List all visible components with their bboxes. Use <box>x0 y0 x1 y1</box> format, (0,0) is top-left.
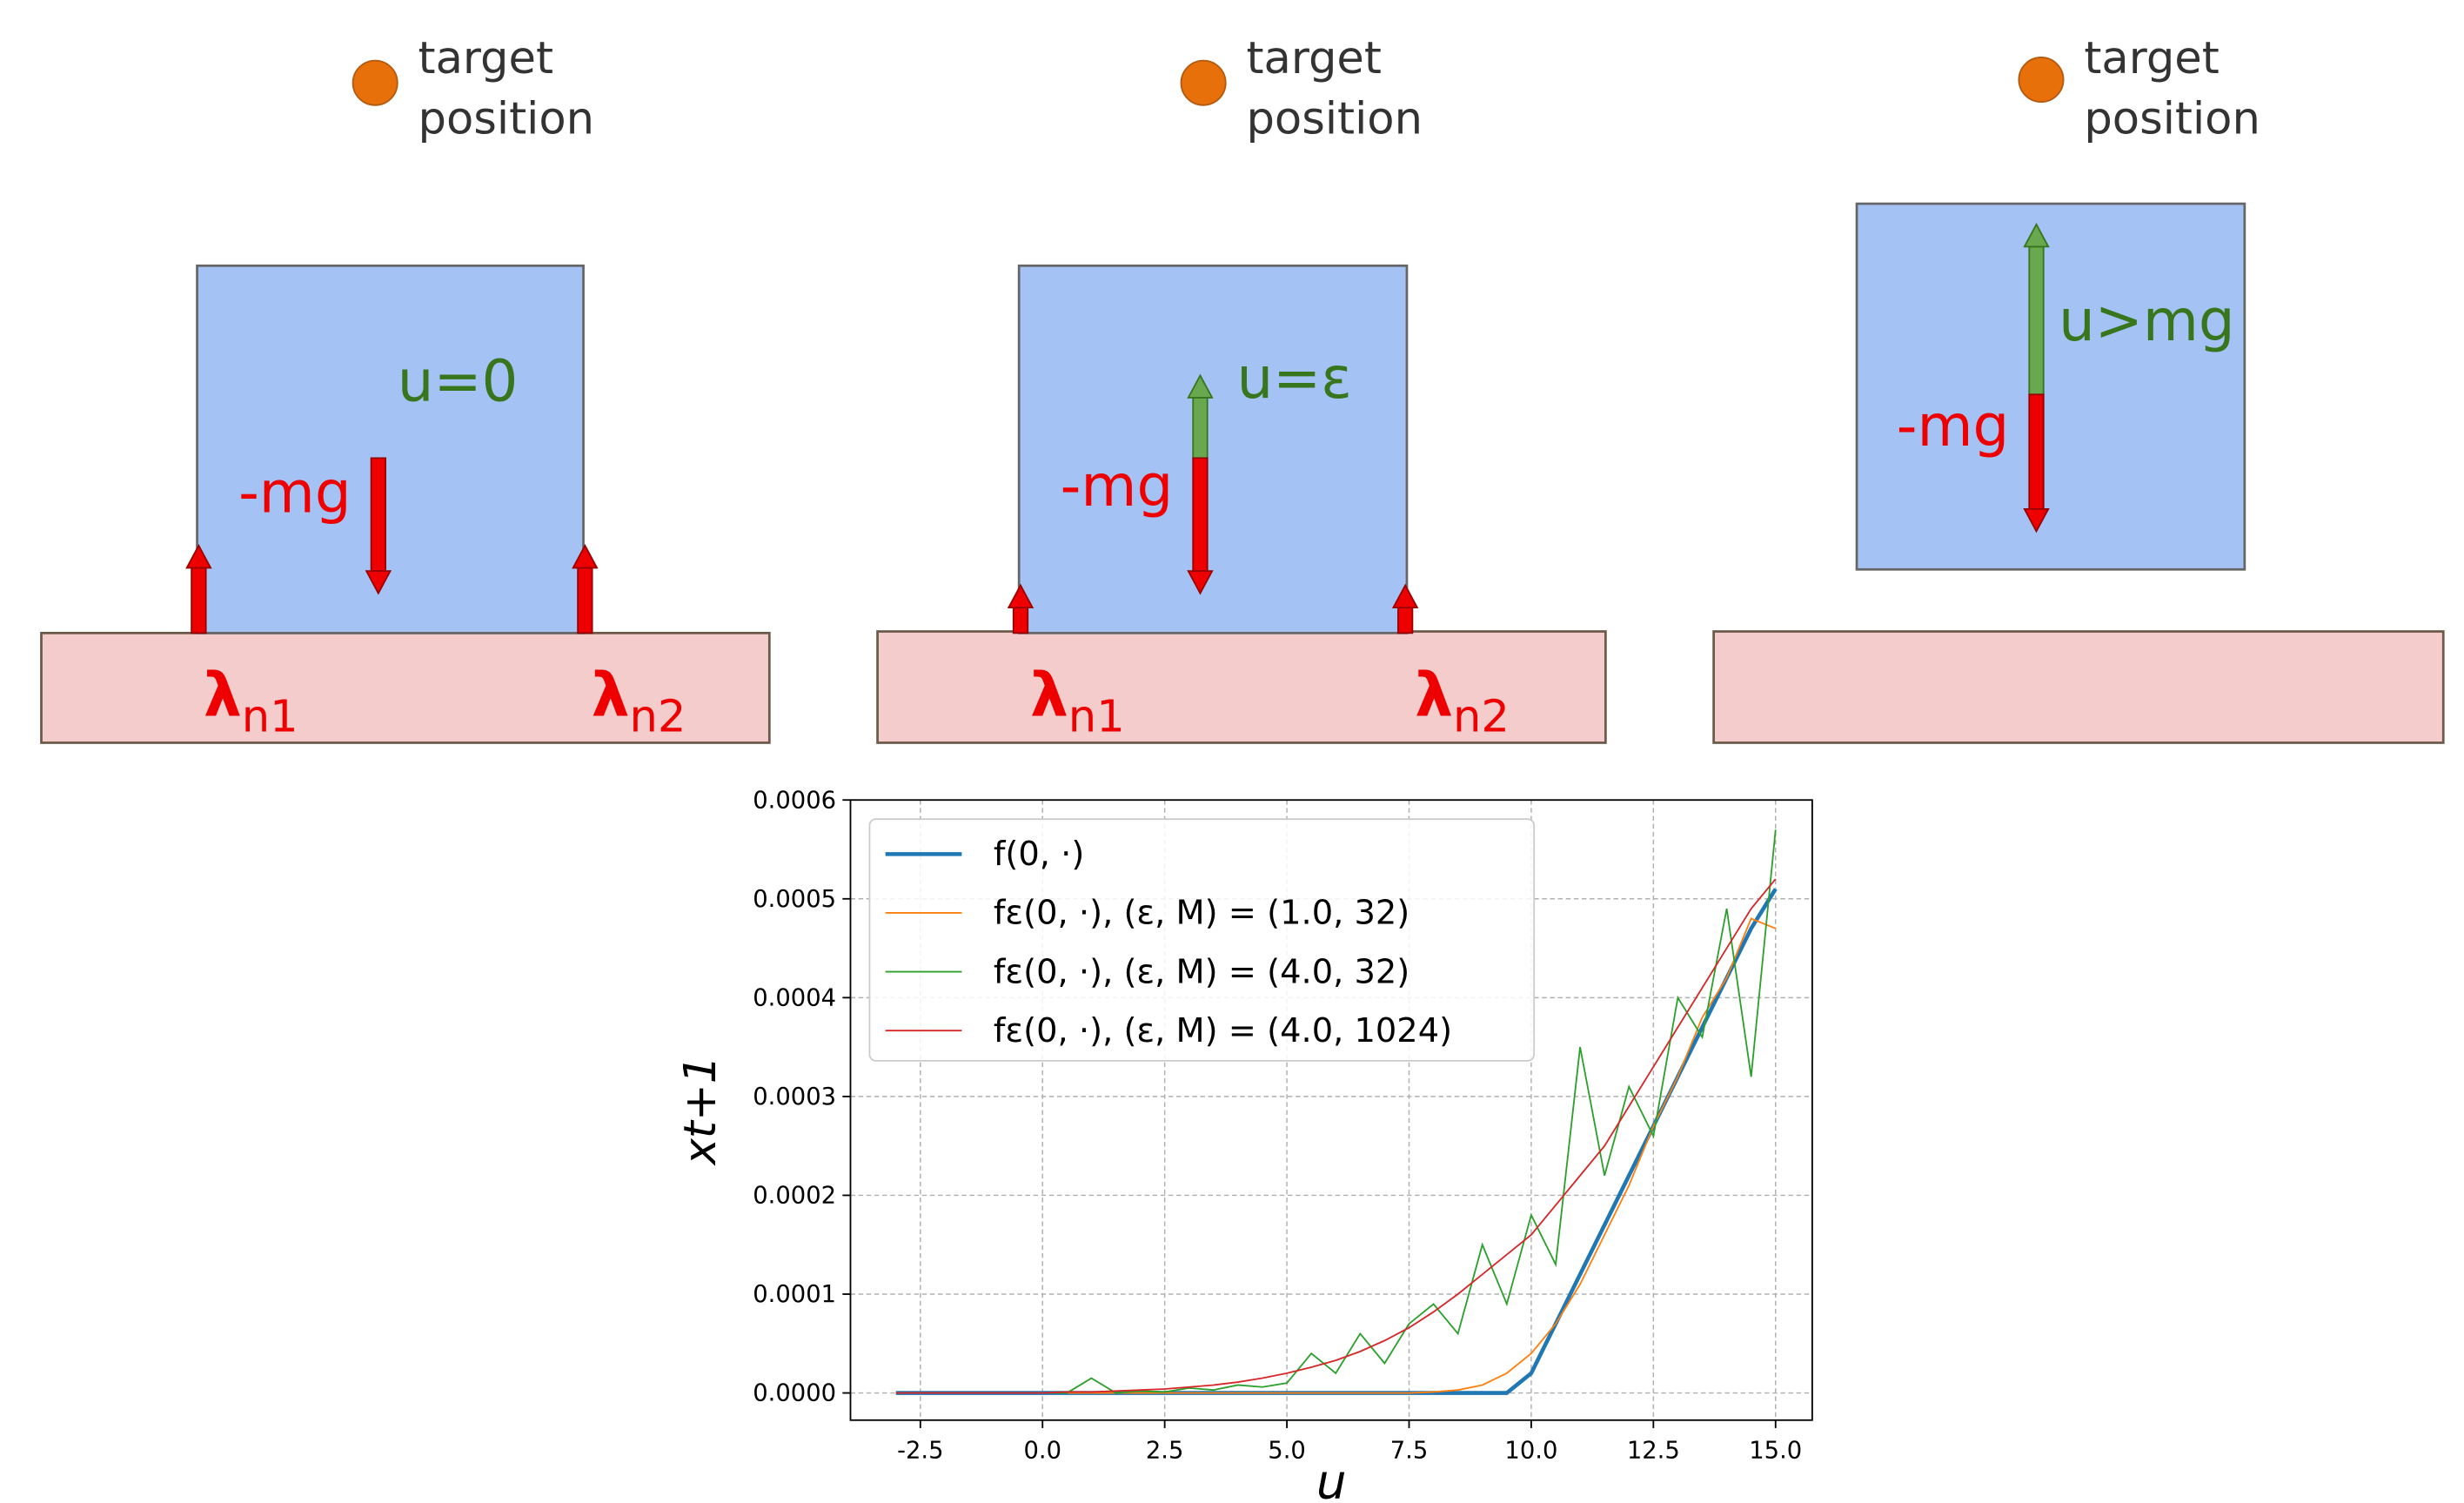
arrow-head <box>185 543 212 569</box>
x-tick-label: 15.0 <box>1749 1438 1802 1465</box>
x-tick-label: -2.5 <box>897 1438 943 1465</box>
arrow <box>1391 583 1419 634</box>
gravity-label: -mg <box>1897 393 2010 460</box>
arrow <box>365 457 392 595</box>
series-line <box>895 878 1777 1394</box>
contact-symbol: λ <box>592 661 630 730</box>
target-label: position <box>418 94 595 145</box>
arrow-shaft <box>2028 245 2045 396</box>
arrow <box>1187 373 1214 460</box>
arrow <box>572 543 599 634</box>
y-tick-label: 0.0005 <box>753 886 836 913</box>
gravity-label: -mg <box>238 460 352 527</box>
target-dot <box>352 59 398 106</box>
arrow-shaft <box>370 457 386 573</box>
contact-subscript: n2 <box>630 692 686 743</box>
force-label: u=0 <box>398 348 519 415</box>
arrow-shaft <box>1192 397 1209 460</box>
y-tick-label: 0.0003 <box>753 1084 836 1110</box>
block <box>1855 202 2246 571</box>
legend-label: fε(0, ·), (ε, M) = (4.0, 32) <box>994 952 1409 991</box>
x-tick-label: 10.0 <box>1504 1438 1557 1465</box>
y-tick-label: 0.0006 <box>753 787 836 814</box>
plot-frame <box>849 799 1813 1421</box>
contact-subscript: n1 <box>1068 692 1125 743</box>
arrow <box>185 543 212 634</box>
arrow-shaft <box>1397 607 1414 634</box>
arrow-head <box>1007 583 1034 609</box>
contact-symbol: λ <box>1415 661 1453 730</box>
target-dot <box>1180 59 1227 106</box>
block <box>1017 264 1409 634</box>
y-tick-label: 0.0001 <box>753 1281 836 1308</box>
x-axis-label: u <box>1316 1453 1347 1503</box>
target-label: position <box>1246 94 1423 145</box>
force-label: u>mg <box>2059 287 2235 354</box>
y-tick-label: 0.0004 <box>753 984 836 1011</box>
chart: 0.00000.00010.00020.00030.00040.00050.00… <box>675 787 1813 1503</box>
arrow-shaft <box>577 567 593 634</box>
block <box>196 264 585 634</box>
arrow-head <box>1187 373 1214 399</box>
target-dot <box>2018 57 2065 104</box>
arrow-head <box>365 570 392 595</box>
legend: f(0, ·) fε(0, ·), (ε, M) = (1.0, 32) fε(0,… <box>868 818 1536 1062</box>
legend-label: fε(0, ·), (ε, M) = (1.0, 32) <box>994 894 1409 933</box>
arrow-head <box>2023 222 2050 248</box>
y-tick-label: 0.0000 <box>753 1380 836 1407</box>
x-tick-label: 5.0 <box>1268 1438 1306 1465</box>
gravity-label: -mg <box>1061 453 1174 520</box>
legend-box <box>868 818 1536 1062</box>
target-label: position <box>2084 94 2260 145</box>
legend-label: f(0, ·) <box>994 835 1084 874</box>
arrow-shaft <box>2028 393 2045 510</box>
x-tick-label: 7.5 <box>1390 1438 1429 1465</box>
arrow-shaft <box>1192 457 1209 573</box>
contact-symbol: λ <box>1030 661 1068 730</box>
arrow-head <box>1391 583 1419 609</box>
ground <box>1712 630 2445 744</box>
panel: target position u>mg -mg <box>1712 33 2445 744</box>
x-tick-label: 0.0 <box>1023 1438 1061 1465</box>
target-label: target <box>2084 33 2219 84</box>
arrow-head <box>2023 507 2050 533</box>
y-tick-label: 0.0002 <box>753 1183 836 1210</box>
arrow-head <box>1187 570 1214 595</box>
contact-symbol: λ <box>204 661 242 730</box>
legend-label: fε(0, ·), (ε, M) = (4.0, 1024) <box>994 1011 1452 1050</box>
force-label: u=ε <box>1236 345 1351 412</box>
contact-subscript: n2 <box>1453 692 1510 743</box>
contact-subscript: n1 <box>242 692 298 743</box>
y-axis-label: xt+1 <box>675 1056 726 1167</box>
x-tick-label: 2.5 <box>1146 1438 1184 1465</box>
arrow-head <box>572 543 599 569</box>
target-label: target <box>1246 33 1382 84</box>
target-label: target <box>418 33 554 84</box>
arrow <box>2023 393 2050 533</box>
x-tick-label: 12.5 <box>1627 1438 1680 1465</box>
arrow-shaft <box>191 567 207 634</box>
ground <box>40 632 771 744</box>
ground <box>876 630 1607 744</box>
arrow <box>1007 583 1034 634</box>
arrow <box>1187 457 1214 595</box>
arrow-shaft <box>1012 607 1029 634</box>
